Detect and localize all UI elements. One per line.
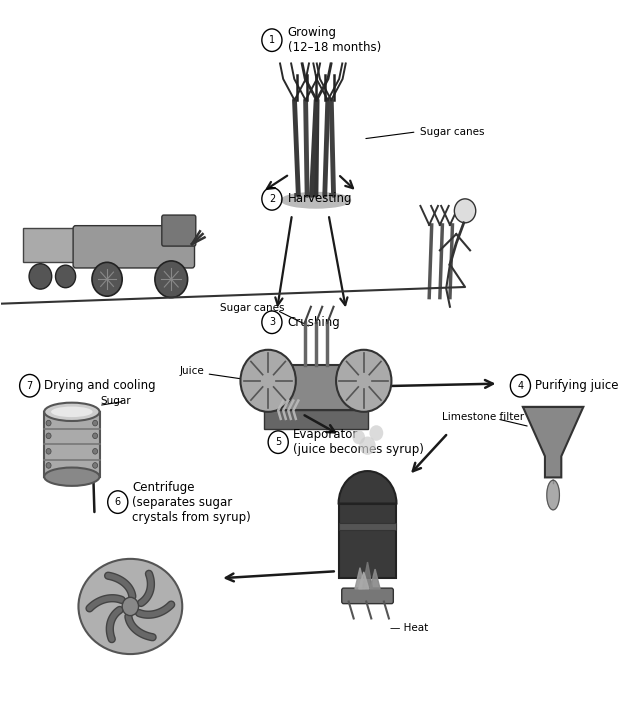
FancyBboxPatch shape [264,411,367,429]
FancyBboxPatch shape [73,226,195,268]
Text: Drying and cooling: Drying and cooling [44,379,156,392]
Circle shape [241,350,296,412]
Circle shape [93,462,98,468]
Polygon shape [547,480,559,510]
Circle shape [369,426,383,441]
Text: — Heat: — Heat [390,622,428,633]
Text: 6: 6 [115,497,121,507]
Text: 3: 3 [269,317,275,327]
Ellipse shape [51,406,93,417]
Text: Centrifuge
(separates sugar
crystals from syrup): Centrifuge (separates sugar crystals fro… [132,481,251,524]
Ellipse shape [44,403,100,421]
Text: Juice: Juice [180,366,205,376]
FancyBboxPatch shape [339,523,396,530]
FancyBboxPatch shape [339,503,396,578]
Polygon shape [359,572,369,589]
Ellipse shape [44,467,100,486]
Text: Harvesting: Harvesting [287,193,352,205]
Text: 7: 7 [27,381,33,391]
Text: Sugar canes: Sugar canes [420,127,484,137]
Text: Evaporator
(juice becomes syrup): Evaporator (juice becomes syrup) [292,428,424,456]
Circle shape [46,448,51,454]
Polygon shape [523,407,583,477]
Text: 5: 5 [275,437,282,447]
Polygon shape [362,562,372,589]
Text: Crushing: Crushing [287,316,340,329]
Circle shape [92,263,122,296]
Text: 1: 1 [269,35,275,45]
Text: 4: 4 [517,381,524,391]
FancyBboxPatch shape [24,229,75,263]
Circle shape [29,264,52,289]
Text: 2: 2 [269,194,275,204]
Circle shape [46,421,51,426]
Wedge shape [339,471,396,503]
Ellipse shape [282,193,351,208]
Circle shape [336,350,392,412]
Circle shape [56,265,76,287]
Text: Sugar: Sugar [100,396,131,406]
Circle shape [93,421,98,426]
Circle shape [353,430,365,444]
FancyBboxPatch shape [342,588,394,604]
Polygon shape [370,569,380,589]
Circle shape [46,462,51,468]
FancyBboxPatch shape [162,215,196,246]
Circle shape [122,598,138,616]
Circle shape [454,199,476,223]
Ellipse shape [79,559,182,654]
Circle shape [359,437,376,455]
Text: Limestone filter: Limestone filter [442,413,524,423]
Polygon shape [355,568,365,589]
FancyBboxPatch shape [44,412,100,476]
Text: Growing
(12–18 months): Growing (12–18 months) [287,26,381,55]
Circle shape [46,433,51,439]
Text: Sugar canes: Sugar canes [220,303,285,313]
Circle shape [155,261,188,297]
Circle shape [93,448,98,454]
Circle shape [93,433,98,439]
Text: Purifying juice: Purifying juice [535,379,618,392]
FancyBboxPatch shape [271,365,361,411]
